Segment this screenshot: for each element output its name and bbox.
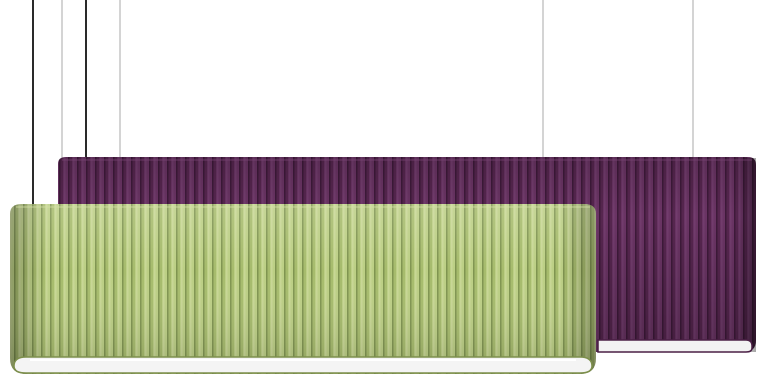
suspension-wires: [32, 0, 694, 205]
purple-light-diffuser: [597, 339, 753, 353]
green-pendant-light: [10, 204, 596, 374]
